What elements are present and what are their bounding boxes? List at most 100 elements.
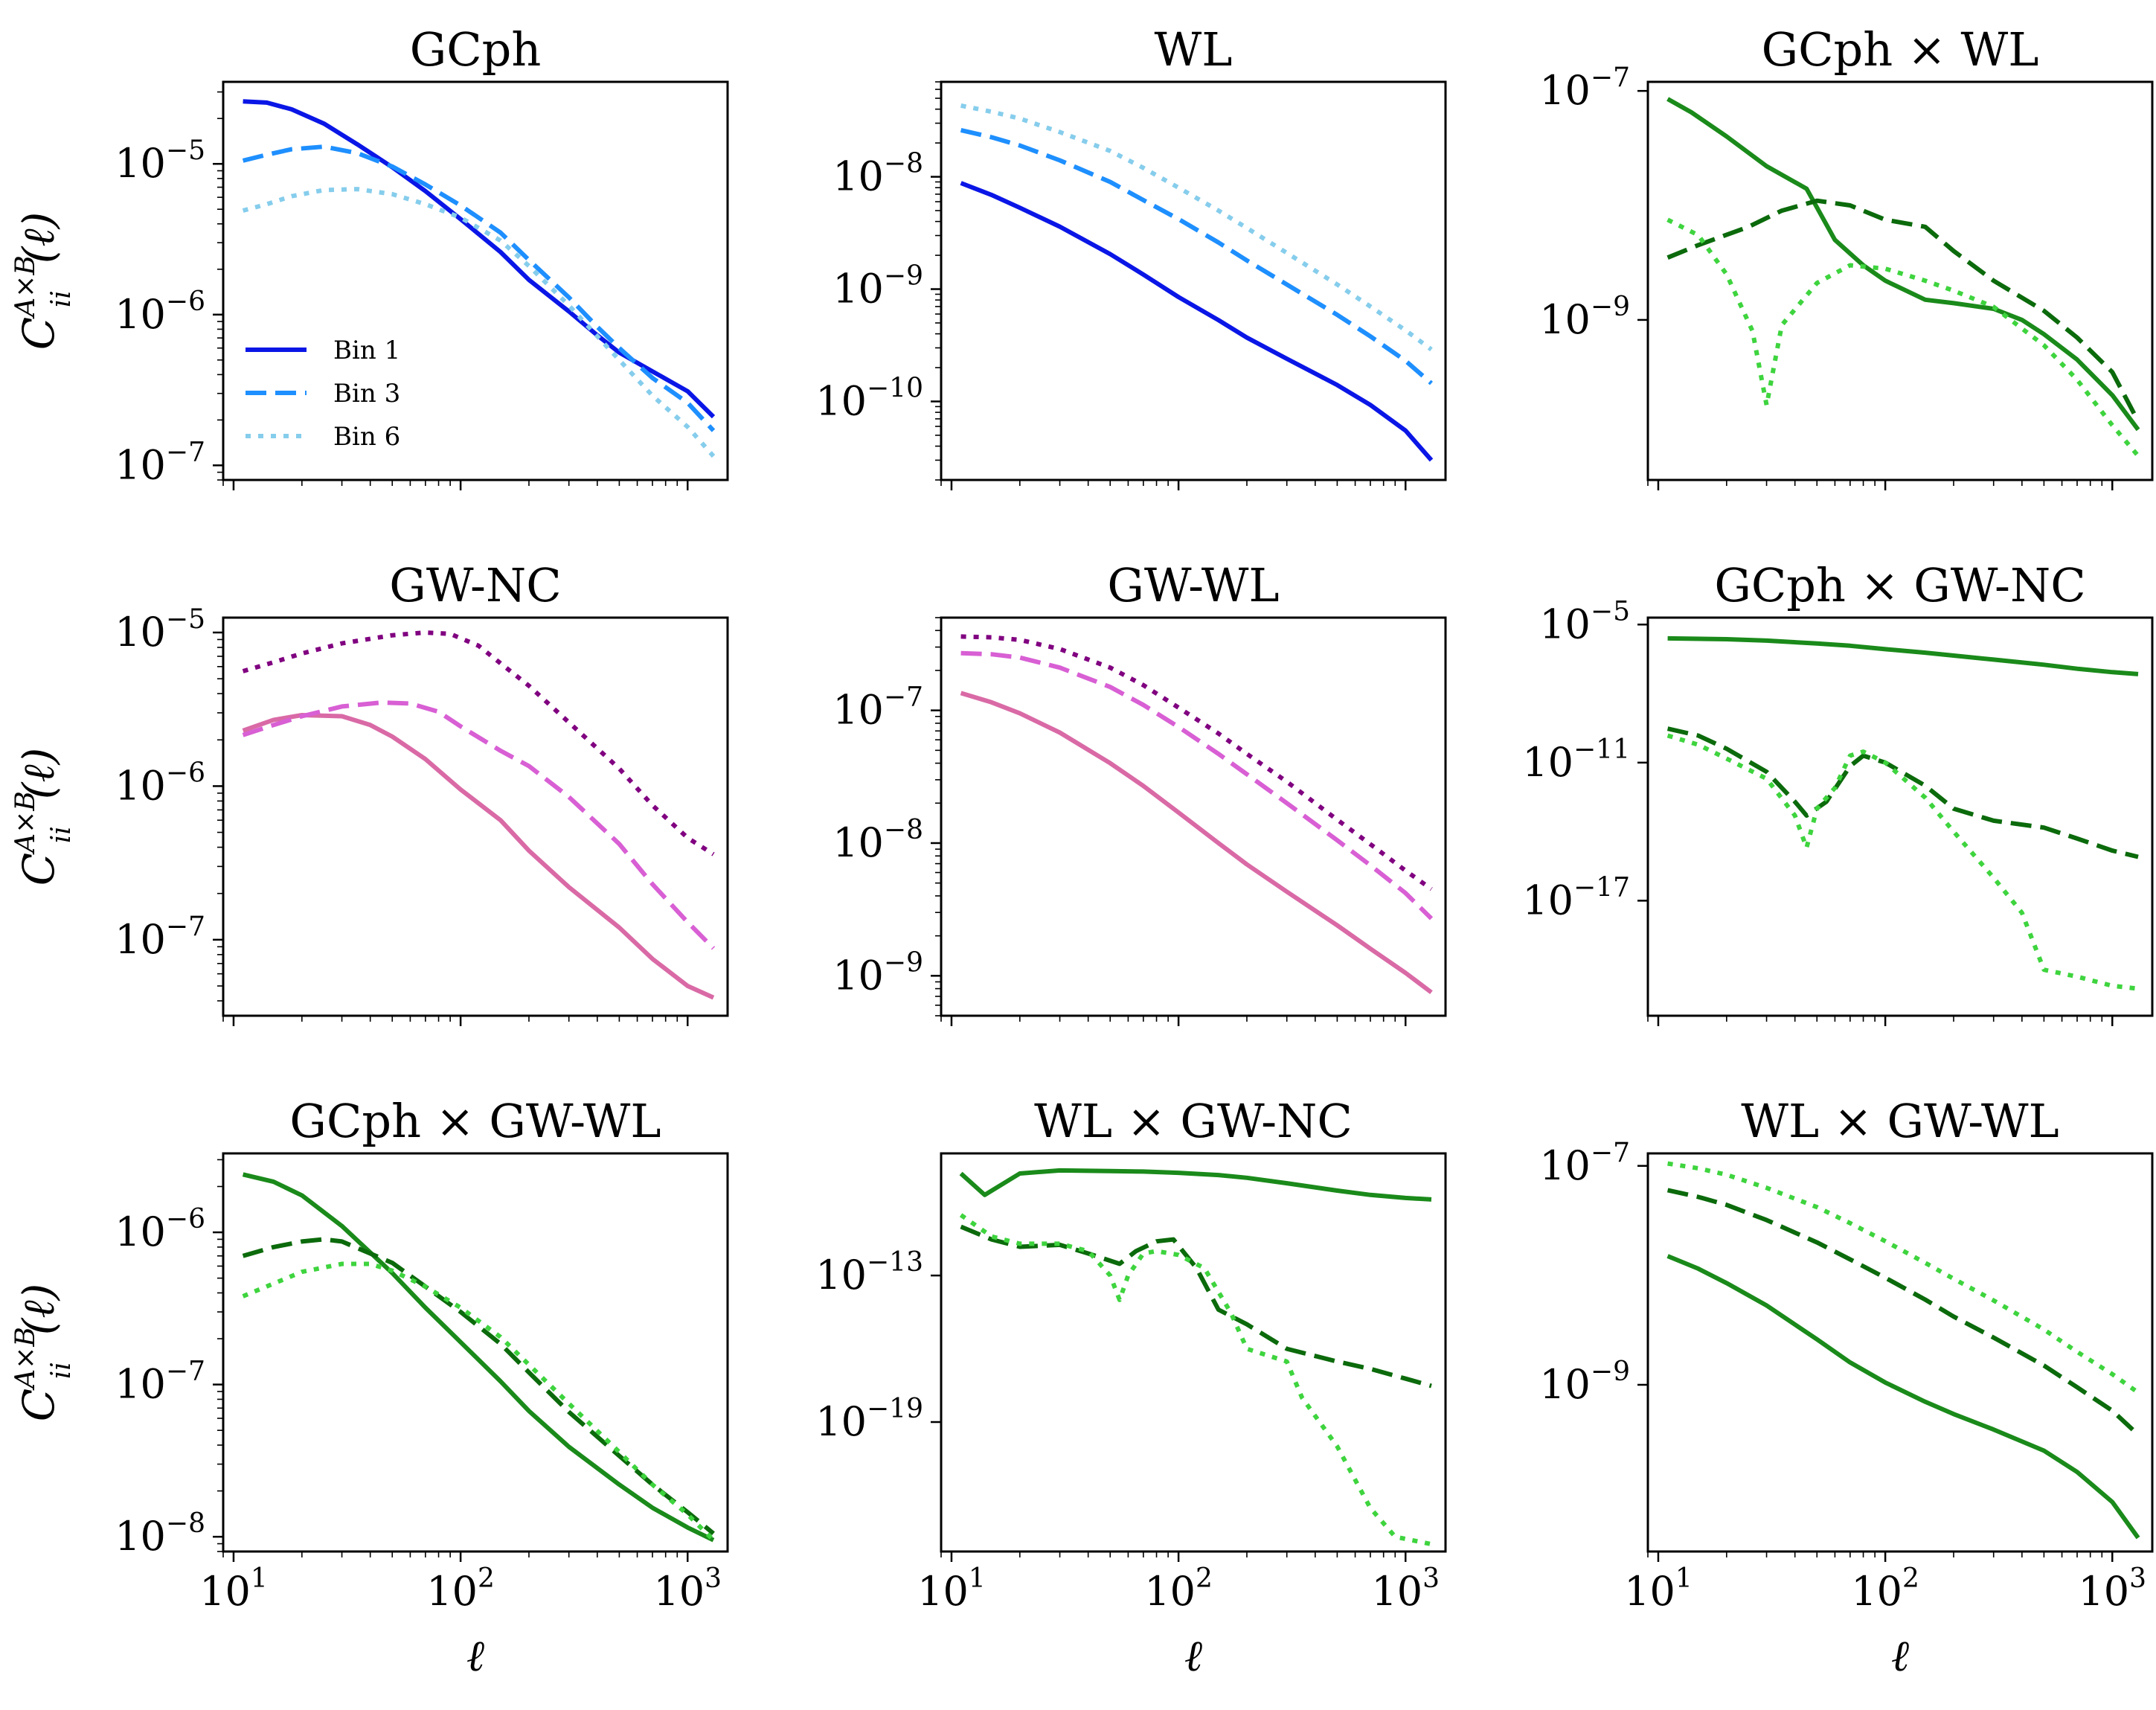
y-axis-label: CA×B ii(ℓ): [10, 748, 77, 886]
series-line-bin-1: [960, 691, 1433, 994]
series-line-bin-1: [1666, 97, 2140, 432]
series-group: [960, 103, 1434, 462]
series-line-bin-6: [1667, 1161, 2140, 1394]
panel-9: WL × GW-WL 101 102 103 10−9 10−7 ℓ: [1539, 1094, 2154, 1681]
plot-frame: [1646, 80, 2154, 481]
y-tick-label: 10−7: [115, 1357, 205, 1408]
panel-1: GCph 10−7 10−6 10−5 CA×B ii(ℓ) Bin 1 Bin 3 Bin 6: [10, 22, 729, 490]
panel-title: GW-NC: [389, 558, 561, 612]
panel-title: WL × GW-NC: [1034, 1094, 1353, 1148]
y-tick-label: 10−8: [832, 149, 923, 200]
series-line-bin-1: [1667, 635, 2139, 676]
x-tick-label: 103: [653, 1563, 722, 1615]
panel-3: GCph × WL 10−9 10−7: [1539, 22, 2154, 490]
x-axis-label: ℓ: [1891, 1630, 1909, 1681]
series-group: [960, 634, 1434, 994]
y-axis-label: CA×B ii(ℓ): [10, 212, 77, 350]
series-line-bin-6: [1666, 733, 2139, 991]
legend-label: Bin 6: [333, 422, 400, 452]
series-group: [242, 630, 716, 1000]
y-tick-label: 10−9: [832, 947, 923, 999]
panel-2: WL 10−10 10−9 10−8: [815, 22, 1447, 490]
y-tick-label: 10−10: [815, 373, 923, 424]
series-line-bin-3: [960, 1224, 1432, 1389]
series-group: [959, 1168, 1432, 1547]
y-tick-label: 10−19: [815, 1394, 923, 1445]
panel-title: WL × GW-WL: [1741, 1094, 2059, 1148]
y-tick-label: 10−13: [815, 1247, 923, 1298]
panel-7: GCph × GW-WL 101 102 103 10−8 10−7 10−6 CA×B ii(…: [10, 1094, 729, 1681]
series-group: [1666, 97, 2140, 458]
y-tick-label: 10−9: [832, 261, 923, 313]
y-tick-label: 10−6: [115, 286, 205, 338]
series-line-bin-3: [1666, 198, 2140, 423]
plot-frame: [1646, 1152, 2154, 1553]
y-tick-label: 10−8: [832, 815, 923, 866]
plot-frame: [940, 616, 1447, 1017]
legend-label: Bin 1: [333, 336, 400, 365]
legend-label: Bin 3: [333, 379, 400, 409]
series-line-bin-1: [960, 181, 1434, 462]
y-tick-label: 10−7: [1539, 63, 1630, 114]
y-tick-label: 10−9: [1539, 292, 1630, 343]
x-tick-label: 101: [199, 1563, 268, 1615]
series-line-bin-3: [1666, 1188, 2140, 1437]
panel-title: WL: [1155, 22, 1233, 77]
x-tick-label: 103: [2078, 1563, 2146, 1615]
panel-4: GW-NC 10−7 10−6 10−5 CA×B ii(ℓ): [10, 558, 729, 1026]
series-line-bin-3: [960, 650, 1434, 920]
y-tick-label: 10−7: [115, 912, 205, 963]
panel-6: GCph × GW-NC 10−17 10−11 10−5: [1522, 558, 2154, 1026]
y-tick-label: 10−6: [115, 758, 205, 809]
plot-frame: [222, 616, 729, 1017]
series-group: [1666, 1161, 2140, 1540]
plot-frame: [940, 80, 1447, 481]
plot-frame: [222, 80, 729, 481]
panel-title: GCph: [410, 22, 542, 77]
series-group: [242, 1172, 716, 1543]
panel-8: WL × GW-NC 101 102 103 10−19 10−13 ℓ: [815, 1094, 1447, 1681]
plot-frame: [940, 1152, 1447, 1553]
x-tick-label: 101: [1624, 1563, 1693, 1615]
y-axis-label: CA×B ii(ℓ): [10, 1284, 77, 1421]
series-line-bin-6: [242, 1261, 716, 1542]
y-tick-label: 10−9: [1539, 1357, 1630, 1408]
series-line-bin-1: [242, 713, 715, 1000]
series-line-bin-6: [242, 187, 716, 458]
y-tick-label: 10−6: [115, 1204, 205, 1255]
series-group: [1666, 635, 2139, 991]
plot-frame: [222, 1152, 729, 1553]
x-axis-label: ℓ: [1184, 1630, 1202, 1681]
x-tick-label: 102: [426, 1563, 495, 1615]
x-tick-label: 102: [1144, 1563, 1213, 1615]
series-line-bin-1: [242, 1172, 715, 1543]
panel-title: GW-WL: [1107, 558, 1279, 612]
series-line-bin-3: [960, 127, 1433, 385]
panel-title: GCph × GW-NC: [1714, 558, 2085, 612]
series-line-bin-3: [242, 700, 716, 950]
panel-title: GCph × GW-WL: [289, 1094, 661, 1148]
y-tick-label: 10−11: [1522, 734, 1630, 786]
y-tick-label: 10−5: [115, 604, 205, 656]
series-line-bin-1: [243, 99, 716, 419]
series-line-bin-3: [242, 1237, 715, 1536]
series-line-bin-3: [1666, 726, 2139, 859]
y-tick-label: 10−5: [1539, 596, 1630, 647]
y-tick-label: 10−7: [832, 682, 923, 734]
series-line-bin-6: [960, 103, 1433, 352]
panel-title: GCph × WL: [1762, 22, 2039, 77]
plot-frame: [1646, 616, 2154, 1017]
y-tick-label: 10−7: [1539, 1138, 1630, 1189]
series-line-bin-6: [960, 634, 1433, 891]
series-line-bin-6: [959, 1213, 1432, 1547]
x-axis-label: ℓ: [466, 1630, 484, 1681]
legend: Bin 1 Bin 3 Bin 6: [246, 336, 400, 452]
series-line-bin-3: [242, 144, 716, 432]
series-line-bin-1: [959, 1168, 1432, 1202]
series-line-bin-6: [242, 630, 715, 856]
x-tick-label: 102: [1851, 1563, 1919, 1615]
x-tick-label: 103: [1371, 1563, 1440, 1615]
series-group: [242, 99, 716, 458]
series-line-bin-6: [1666, 217, 2140, 458]
